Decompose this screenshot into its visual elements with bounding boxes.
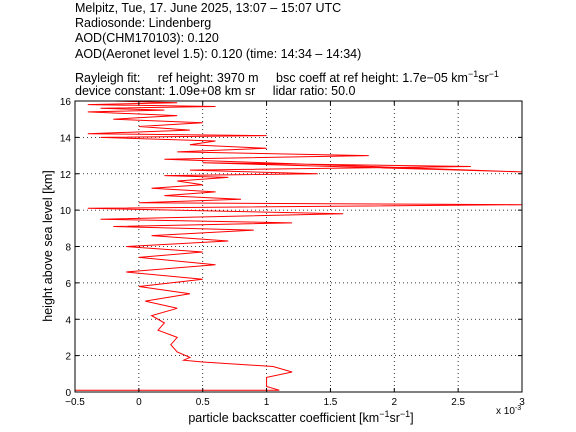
x-tick-label: 0	[136, 397, 142, 408]
y-tick-label: 2	[65, 352, 71, 363]
y-axis-label: height above sea level [km]	[41, 170, 55, 321]
device-constant: device constant: 1.09e+08 km sr	[75, 84, 256, 98]
y-tick-label: 0	[65, 388, 71, 399]
y-tick-label: 10	[60, 206, 72, 217]
ref-height: ref height: 3970 m	[157, 71, 259, 86]
backscatter-profile-line	[75, 101, 522, 391]
header-line-2: Radiosonde: Lindenberg	[75, 16, 212, 30]
x-axis-label: particle backscatter coefficient [km−1sr…	[188, 409, 413, 425]
y-tick-label: 12	[60, 170, 72, 181]
y-tick-label: 16	[60, 97, 72, 108]
header-line-4: AOD(Aeronet level 1.5): 0.120 (time: 14:…	[75, 47, 362, 61]
x-tick-label: 1	[264, 397, 270, 408]
y-tick-label: 4	[65, 315, 71, 326]
header-line-3: AOD(CHM170103): 0.120	[75, 31, 219, 45]
x-tick-label: 2	[392, 397, 398, 408]
y-tick-label: 8	[65, 243, 71, 254]
x-tick-label: −0.5	[65, 397, 85, 408]
bsc-coeff: bsc coeff at ref height: 1.7e−05 km−1sr−…	[276, 69, 499, 86]
plot-frame	[74, 100, 523, 393]
x-tick-label: 0.5	[196, 397, 210, 408]
device-constant-line: device constant: 1.09e+08 km sr lidar ra…	[75, 84, 355, 98]
lidar-ratio: lidar ratio: 50.0	[272, 84, 356, 98]
y-tick-label: 14	[60, 133, 72, 144]
grid-lines	[75, 101, 522, 392]
y-tick-label: 6	[65, 279, 71, 290]
series-layer	[75, 101, 522, 391]
x-tick-label: 3	[519, 397, 525, 408]
header-line-1: Melpitz, Tue, 17. June 2025, 13:07 – 15:…	[75, 1, 342, 15]
x-multiplier: x 10-3	[496, 405, 521, 417]
x-tick-label: 2.5	[451, 397, 465, 408]
x-tick-label: 1.5	[323, 397, 337, 408]
rayleigh-label: Rayleigh fit:	[75, 71, 141, 86]
rayleigh-fit-line: Rayleigh fit: ref height: 3970 m bsc coe…	[75, 67, 499, 85]
